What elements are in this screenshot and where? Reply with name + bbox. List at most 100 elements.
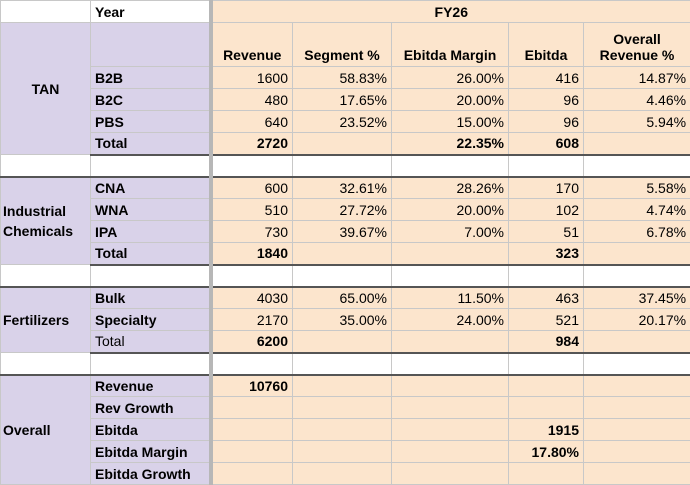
cell-margin[interactable]: 7.00% [392,221,509,243]
blank-subheader-cell[interactable] [91,23,211,67]
cell-ebitda[interactable]: 96 [509,111,584,133]
cell-margin[interactable]: 15.00% [392,111,509,133]
cell-segment[interactable]: 23.52% [293,111,392,133]
cell-segment[interactable]: 35.00% [293,309,392,331]
group-label-overall[interactable]: Overall [1,375,91,485]
empty-cell[interactable] [211,419,293,441]
empty-cell[interactable] [293,265,392,287]
empty-cell[interactable] [392,243,509,265]
empty-cell[interactable] [584,265,690,287]
row-label[interactable]: Ebitda Growth [91,463,211,485]
empty-cell[interactable] [509,463,584,485]
empty-cell[interactable] [392,375,509,397]
empty-cell[interactable] [584,155,690,177]
empty-cell[interactable] [293,419,392,441]
cell-margin[interactable]: 28.26% [392,177,509,199]
row-label[interactable]: B2C [91,89,211,111]
total-ebitda[interactable]: 323 [509,243,584,265]
empty-cell[interactable] [509,397,584,419]
group-label-industrial[interactable]: Industrial Chemicals [1,177,91,265]
year-label-cell[interactable]: Year [91,1,211,23]
empty-cell[interactable] [509,375,584,397]
total-label[interactable]: Total [91,331,211,353]
empty-cell[interactable] [211,397,293,419]
cell-ebitda[interactable]: 521 [509,309,584,331]
empty-cell[interactable] [293,331,392,353]
cell-ebitda[interactable]: 170 [509,177,584,199]
cell-segment[interactable]: 58.83% [293,67,392,89]
cell-revenue[interactable]: 600 [211,177,293,199]
empty-cell[interactable] [509,155,584,177]
col-header-ebitda-margin[interactable]: Ebitda Margin [392,23,509,67]
cell-segment[interactable]: 39.67% [293,221,392,243]
empty-cell[interactable] [584,243,690,265]
empty-cell[interactable] [211,441,293,463]
empty-cell[interactable] [293,375,392,397]
cell-margin[interactable]: 20.00% [392,89,509,111]
empty-cell[interactable] [392,463,509,485]
cell-overall[interactable]: 4.46% [584,89,690,111]
empty-cell[interactable] [584,441,690,463]
cell-ebitda[interactable]: 416 [509,67,584,89]
total-ebitda[interactable]: 984 [509,331,584,353]
cell-revenue[interactable]: 730 [211,221,293,243]
total-revenue[interactable]: 1840 [211,243,293,265]
cell-margin[interactable]: 11.50% [392,287,509,309]
row-label[interactable]: Rev Growth [91,397,211,419]
cell-overall[interactable]: 4.74% [584,199,690,221]
empty-cell[interactable] [1,265,91,287]
empty-cell[interactable] [392,353,509,375]
empty-cell[interactable] [392,419,509,441]
row-label[interactable]: Revenue [91,375,211,397]
corner-cell[interactable] [1,1,91,23]
cell-segment[interactable]: 32.61% [293,177,392,199]
row-label[interactable]: IPA [91,221,211,243]
cell-segment[interactable]: 27.72% [293,199,392,221]
row-label[interactable]: B2B [91,67,211,89]
empty-cell[interactable] [91,265,211,287]
cell-margin[interactable]: 20.00% [392,199,509,221]
cell-ebitda[interactable]: 51 [509,221,584,243]
empty-cell[interactable] [584,463,690,485]
empty-cell[interactable] [211,265,293,287]
empty-cell[interactable] [293,397,392,419]
empty-cell[interactable] [211,353,293,375]
empty-cell[interactable] [584,419,690,441]
group-label-fertilizers[interactable]: Fertilizers [1,287,91,353]
total-revenue[interactable]: 2720 [211,133,293,155]
empty-cell[interactable] [1,155,91,177]
cell-ebitda[interactable]: 463 [509,287,584,309]
cell-revenue[interactable]: 2170 [211,309,293,331]
empty-cell[interactable] [392,397,509,419]
empty-cell[interactable] [293,155,392,177]
row-label[interactable]: Ebitda Margin [91,441,211,463]
cell-segment[interactable]: 17.65% [293,89,392,111]
empty-cell[interactable] [392,441,509,463]
cell-overall[interactable]: 20.17% [584,309,690,331]
total-ebitda[interactable]: 608 [509,133,584,155]
empty-cell[interactable] [584,331,690,353]
empty-cell[interactable] [211,463,293,485]
col-header-overall-revenue[interactable]: Overall Revenue % [584,23,690,67]
cell-ebitda[interactable]: 96 [509,89,584,111]
empty-cell[interactable] [392,265,509,287]
empty-cell[interactable] [293,133,392,155]
empty-cell[interactable] [509,265,584,287]
overall-revenue-value[interactable]: 10760 [211,375,293,397]
cell-revenue[interactable]: 640 [211,111,293,133]
group-label-tan[interactable]: TAN [1,23,91,155]
col-header-segment[interactable]: Segment % [293,23,392,67]
cell-revenue[interactable]: 480 [211,89,293,111]
cell-overall[interactable]: 5.94% [584,111,690,133]
cell-overall[interactable]: 14.87% [584,67,690,89]
empty-cell[interactable] [211,155,293,177]
overall-ebitda-margin-value[interactable]: 17.80% [509,441,584,463]
fy-header-cell[interactable]: FY26 [211,1,690,23]
empty-cell[interactable] [392,155,509,177]
row-label[interactable]: WNA [91,199,211,221]
total-revenue[interactable]: 6200 [211,331,293,353]
cell-revenue[interactable]: 510 [211,199,293,221]
total-margin[interactable]: 22.35% [392,133,509,155]
empty-cell[interactable] [91,155,211,177]
empty-cell[interactable] [392,331,509,353]
